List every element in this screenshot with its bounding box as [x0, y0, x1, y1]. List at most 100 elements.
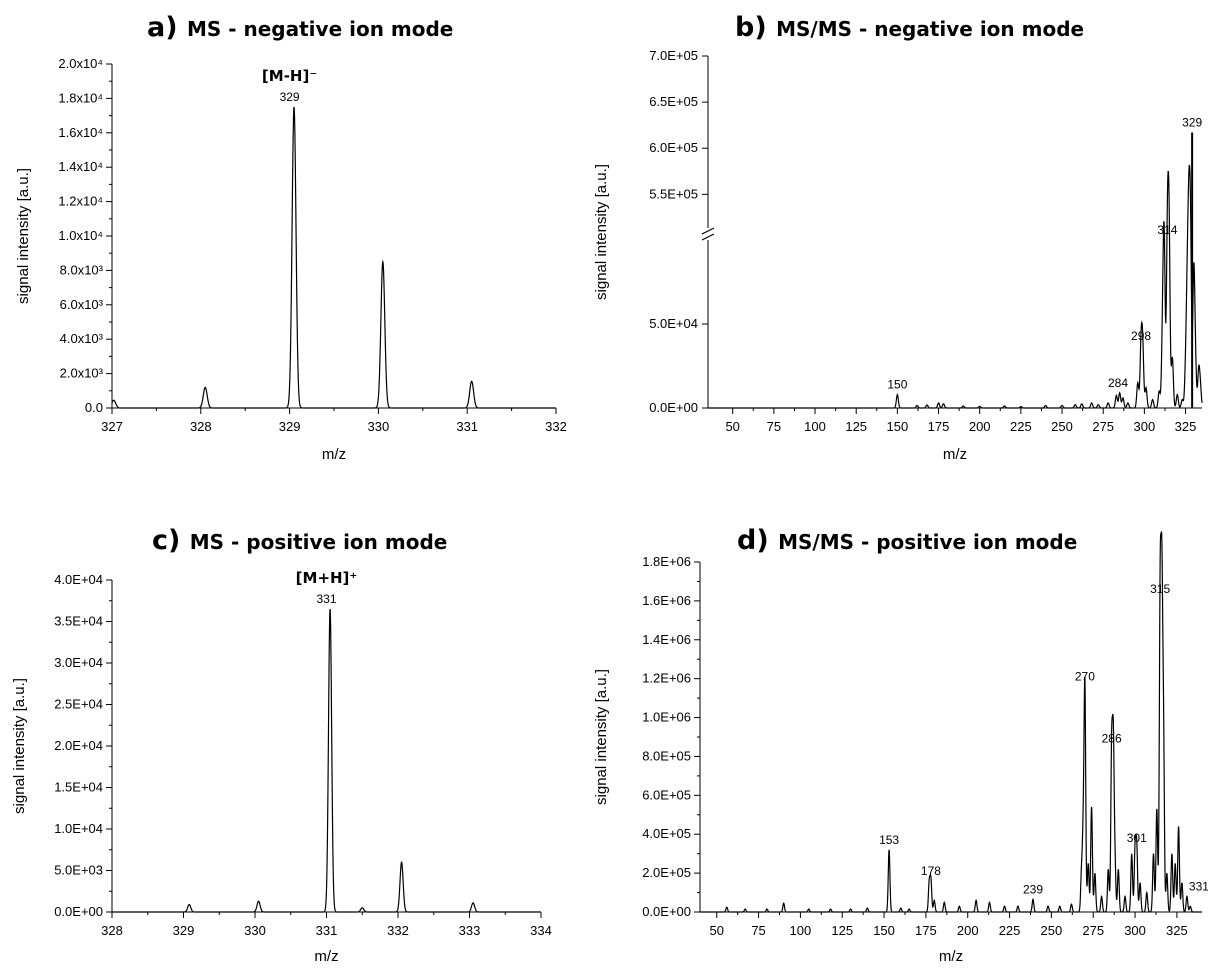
y-tick-label: 8.0E+05 [642, 748, 691, 763]
peak-label: 286 [1102, 732, 1122, 746]
x-tick-label: 300 [1124, 923, 1146, 938]
ion-label: [M-H]⁻ [262, 67, 317, 85]
x-tick-label: 325 [1175, 419, 1197, 434]
peak-label: 329 [280, 90, 300, 104]
panel-title: b) MS/MS - negative ion mode [735, 12, 1084, 43]
x-tick-label: 329 [173, 923, 195, 938]
x-tick-label: 100 [790, 923, 812, 938]
y-tick-label: 1.2x10⁴ [58, 194, 103, 209]
panel-title: a) MS - negative ion mode [147, 12, 453, 43]
x-tick-label: 150 [873, 923, 895, 938]
y-tick-label: 0.0 [85, 400, 103, 415]
x-tick-label: 325 [1166, 923, 1188, 938]
panel-letter: b) [735, 12, 776, 43]
y-tick-label: 2.0x10⁴ [58, 56, 103, 71]
y-tick-label: 8.0x10³ [60, 262, 104, 277]
axis-break-mark [701, 227, 715, 241]
peak-label: 331 [316, 592, 336, 606]
peak-label: 239 [1023, 882, 1043, 896]
panel-title-text: MS - positive ion mode [190, 530, 448, 554]
x-tick-label: 332 [545, 419, 567, 434]
y-tick-label: 5.0E+04 [649, 316, 698, 331]
y-axis-label: signal intensity [a.u.] [11, 678, 28, 814]
panel-letter: a) [147, 12, 187, 43]
x-tick-label: 125 [831, 923, 853, 938]
y-tick-label: 2.0E+05 [642, 865, 691, 880]
y-tick-label: 1.6E+06 [642, 593, 691, 608]
y-tick-label: 1.0E+04 [54, 821, 103, 836]
x-axis-label: m/z [314, 948, 338, 965]
x-tick-label: 225 [1010, 419, 1032, 434]
chart-panel-d: d) MS/MS - positive ion mode signal inten… [593, 525, 1208, 965]
x-tick-label: 328 [190, 419, 212, 434]
y-tick-label: 4.0E+05 [642, 826, 691, 841]
y-tick-label: 1.0x10⁴ [58, 228, 103, 243]
y-axis-label: signal intensity [a.u.] [593, 669, 610, 805]
x-tick-label: 175 [915, 923, 937, 938]
x-tick-label: 150 [887, 419, 909, 434]
x-tick-label: 333 [459, 923, 481, 938]
spectrum-line [111, 106, 556, 409]
x-tick-label: 275 [1082, 923, 1104, 938]
peak-label: 153 [879, 833, 899, 847]
panel-title-text: MS/MS - positive ion mode [778, 530, 1077, 554]
y-tick-label: 1.0E+06 [642, 710, 691, 725]
y-axis-label: signal intensity [a.u.] [15, 168, 32, 304]
panel-letter: c) [152, 525, 190, 556]
peak-label: 315 [1150, 582, 1170, 596]
x-tick-label: 225 [999, 923, 1021, 938]
y-tick-label: 6.5E+05 [649, 94, 698, 109]
spectrum-line [708, 164, 1203, 409]
panel-title: d) MS/MS - positive ion mode [737, 525, 1077, 556]
x-axis-label: m/z [943, 446, 967, 463]
y-tick-label: 1.8E+06 [642, 554, 691, 569]
y-tick-label: 1.8x10⁴ [58, 90, 103, 105]
y-tick-label: 1.2E+06 [642, 671, 691, 686]
x-axis-label: m/z [322, 446, 346, 463]
y-tick-label: 5.5E+05 [649, 186, 698, 201]
chart-panel-c: c) MS - positive ion mode signal intensit… [11, 525, 552, 965]
x-tick-label: 50 [725, 419, 739, 434]
x-tick-label: 300 [1134, 419, 1156, 434]
x-tick-label: 330 [244, 923, 266, 938]
y-tick-label: 0.0E+00 [642, 904, 691, 919]
y-tick-label: 6.0E+05 [642, 787, 691, 802]
y-tick-label: 1.6x10⁴ [58, 125, 103, 140]
x-tick-label: 50 [709, 923, 723, 938]
x-tick-label: 330 [368, 419, 390, 434]
x-tick-label: 100 [804, 419, 826, 434]
y-tick-label: 1.5E+04 [54, 780, 103, 795]
y-tick-label: 3.0E+04 [54, 655, 103, 670]
y-tick-label: 2.0x10³ [60, 366, 104, 381]
panel-letter: d) [737, 525, 778, 556]
peak-label: 270 [1075, 669, 1095, 683]
x-tick-label: 250 [1041, 923, 1063, 938]
x-tick-label: 75 [751, 923, 765, 938]
panel-title: c) MS - positive ion mode [152, 525, 447, 556]
peak-label: 331 [1189, 879, 1208, 893]
x-tick-label: 329 [279, 419, 301, 434]
ion-label: [M+H]⁺ [296, 569, 358, 587]
peak-label: 329 [1182, 116, 1202, 130]
x-tick-label: 250 [1051, 419, 1073, 434]
x-tick-label: 331 [456, 419, 478, 434]
x-axis-label: m/z [939, 948, 963, 965]
y-tick-label: 5.0E+03 [54, 863, 103, 878]
peak-label: 178 [921, 864, 941, 878]
peak-label: 314 [1157, 223, 1177, 237]
y-tick-label: 3.5E+04 [54, 614, 103, 629]
y-tick-label: 6.0E+05 [649, 140, 698, 155]
x-tick-label: 200 [957, 923, 979, 938]
peak-label: 284 [1108, 376, 1128, 390]
y-tick-label: 7.0E+05 [649, 48, 698, 63]
x-tick-label: 328 [101, 923, 123, 938]
chart-panel-a: a) MS - negative ion mode signal intensit… [15, 12, 567, 463]
y-tick-label: 0.0E+00 [649, 400, 698, 415]
x-tick-label: 275 [1092, 419, 1114, 434]
peak-label: 301 [1127, 831, 1147, 845]
y-tick-label: 1.4E+06 [642, 632, 691, 647]
x-tick-label: 75 [767, 419, 781, 434]
y-tick-label: 1.4x10⁴ [58, 159, 103, 174]
panel-title-text: MS - negative ion mode [187, 17, 453, 41]
